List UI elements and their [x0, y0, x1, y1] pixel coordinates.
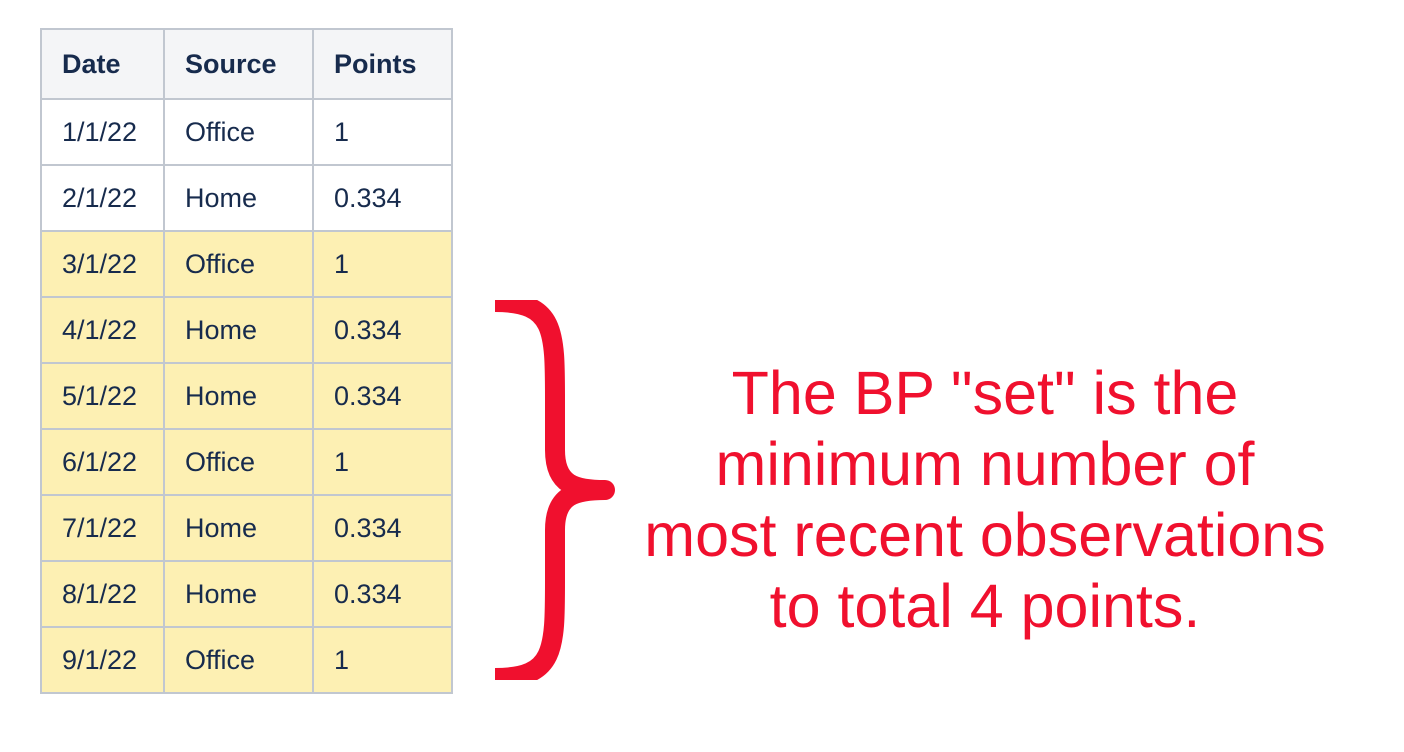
table-row: 1/1/22 Office 1	[40, 98, 453, 166]
date-cell: 5/1/22	[40, 362, 165, 430]
annotation-line: most recent observations	[644, 501, 1326, 569]
date-cell: 3/1/22	[40, 230, 165, 298]
table-row: 2/1/22 Home 0.334	[40, 164, 453, 232]
date-cell: 6/1/22	[40, 428, 165, 496]
column-header-date: Date	[40, 28, 165, 100]
source-cell: Office	[163, 428, 314, 496]
source-cell: Home	[163, 494, 314, 562]
points-cell: 1	[312, 626, 453, 694]
source-cell: Office	[163, 230, 314, 298]
annotation-line: minimum number of	[715, 430, 1255, 498]
table-row: 8/1/22 Home 0.334	[40, 560, 453, 628]
column-header-points: Points	[312, 28, 453, 100]
source-cell: Home	[163, 560, 314, 628]
points-cell: 1	[312, 98, 453, 166]
table-header-row: Date Source Points	[40, 28, 453, 100]
points-cell: 1	[312, 428, 453, 496]
source-cell: Home	[163, 362, 314, 430]
date-cell: 1/1/22	[40, 98, 165, 166]
table-row: 9/1/22 Office 1	[40, 626, 453, 694]
annotation-text: The BP "set" is the minimum number of mo…	[630, 358, 1340, 642]
date-cell: 2/1/22	[40, 164, 165, 232]
date-cell: 4/1/22	[40, 296, 165, 364]
column-header-source: Source	[163, 28, 314, 100]
annotation-line: The BP "set" is the	[731, 359, 1239, 427]
source-cell: Office	[163, 626, 314, 694]
observations-table: Date Source Points 1/1/22 Office 1 2/1/2…	[40, 28, 453, 694]
points-cell: 0.334	[312, 494, 453, 562]
points-cell: 0.334	[312, 362, 453, 430]
points-cell: 0.334	[312, 296, 453, 364]
points-cell: 0.334	[312, 164, 453, 232]
date-cell: 8/1/22	[40, 560, 165, 628]
table-row: 7/1/22 Home 0.334	[40, 494, 453, 562]
table-row: 6/1/22 Office 1	[40, 428, 453, 496]
source-cell: Home	[163, 296, 314, 364]
source-cell: Home	[163, 164, 314, 232]
curly-brace-icon	[494, 300, 615, 680]
table-row: 3/1/22 Office 1	[40, 230, 453, 298]
date-cell: 7/1/22	[40, 494, 165, 562]
points-cell: 0.334	[312, 560, 453, 628]
table-row: 5/1/22 Home 0.334	[40, 362, 453, 430]
source-cell: Office	[163, 98, 314, 166]
date-cell: 9/1/22	[40, 626, 165, 694]
annotation-line: to total 4 points.	[769, 572, 1201, 640]
points-cell: 1	[312, 230, 453, 298]
table-row: 4/1/22 Home 0.334	[40, 296, 453, 364]
